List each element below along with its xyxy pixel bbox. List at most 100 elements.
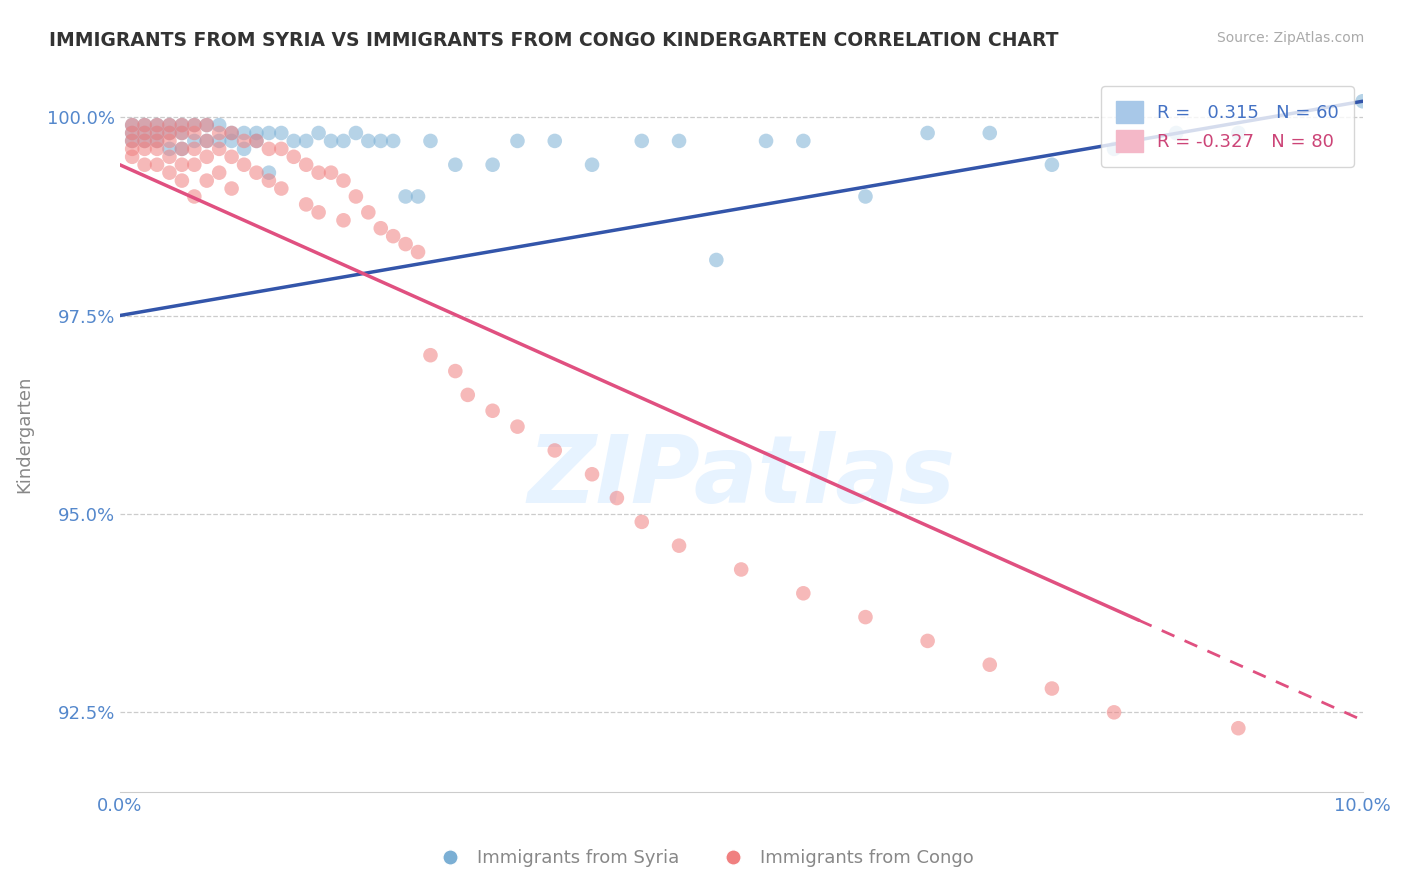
Point [257, 173, 280, 187]
Point [257, 142, 280, 156]
Point [394, 189, 416, 203]
Point [257, 126, 280, 140]
Point [170, 173, 193, 187]
Point [283, 134, 305, 148]
Point [730, 562, 752, 576]
Point [183, 189, 205, 203]
Point [121, 134, 143, 148]
Point [457, 388, 479, 402]
Point [159, 134, 181, 148]
Point [183, 142, 205, 156]
Point [183, 134, 205, 148]
Point [755, 134, 778, 148]
Point [308, 126, 330, 140]
Point [406, 245, 429, 260]
Point [134, 118, 156, 132]
Point [332, 134, 354, 148]
Point [183, 158, 205, 172]
Point [357, 205, 380, 219]
Point [121, 142, 143, 156]
Point [855, 189, 877, 203]
Legend: Immigrants from Syria, Immigrants from Congo: Immigrants from Syria, Immigrants from C… [425, 842, 981, 874]
Point [146, 126, 169, 140]
Point [245, 126, 267, 140]
Point [170, 118, 193, 132]
Point [344, 126, 367, 140]
Point [506, 419, 529, 434]
Text: Source: ZipAtlas.com: Source: ZipAtlas.com [1216, 31, 1364, 45]
Point [319, 134, 342, 148]
Point [146, 134, 169, 148]
Point [344, 189, 367, 203]
Point [382, 229, 405, 244]
Point [195, 134, 218, 148]
Point [1040, 681, 1063, 696]
Point [170, 126, 193, 140]
Point [1166, 126, 1188, 140]
Point [481, 158, 503, 172]
Point [270, 181, 292, 195]
Point [382, 134, 405, 148]
Point [245, 134, 267, 148]
Point [406, 189, 429, 203]
Point [704, 252, 727, 267]
Point [544, 443, 567, 458]
Point [308, 205, 330, 219]
Point [159, 166, 181, 180]
Point [134, 142, 156, 156]
Point [1351, 95, 1374, 109]
Point [121, 118, 143, 132]
Point [1102, 706, 1125, 720]
Point [1040, 158, 1063, 172]
Point [195, 118, 218, 132]
Point [319, 166, 342, 180]
Y-axis label: Kindergarten: Kindergarten [15, 376, 32, 493]
Point [221, 150, 243, 164]
Point [208, 142, 231, 156]
Point [370, 221, 392, 235]
Point [195, 150, 218, 164]
Point [195, 118, 218, 132]
Point [159, 150, 181, 164]
Point [357, 134, 380, 148]
Point [121, 126, 143, 140]
Point [208, 166, 231, 180]
Point [295, 134, 318, 148]
Point [332, 173, 354, 187]
Point [295, 197, 318, 211]
Point [121, 126, 143, 140]
Point [170, 142, 193, 156]
Point [159, 126, 181, 140]
Point [221, 181, 243, 195]
Point [146, 126, 169, 140]
Point [233, 134, 256, 148]
Point [208, 134, 231, 148]
Point [134, 126, 156, 140]
Point [270, 142, 292, 156]
Point [159, 118, 181, 132]
Point [134, 126, 156, 140]
Point [221, 134, 243, 148]
Point [170, 158, 193, 172]
Legend: R =   0.315   N = 60, R = -0.327   N = 80: R = 0.315 N = 60, R = -0.327 N = 80 [1101, 87, 1354, 167]
Point [979, 126, 1001, 140]
Point [159, 126, 181, 140]
Point [233, 126, 256, 140]
Point [146, 118, 169, 132]
Point [195, 173, 218, 187]
Point [134, 134, 156, 148]
Point [170, 142, 193, 156]
Point [444, 158, 467, 172]
Point [183, 118, 205, 132]
Point [159, 142, 181, 156]
Point [630, 134, 652, 148]
Point [370, 134, 392, 148]
Point [792, 134, 814, 148]
Point [308, 166, 330, 180]
Point [419, 134, 441, 148]
Text: IMMIGRANTS FROM SYRIA VS IMMIGRANTS FROM CONGO KINDERGARTEN CORRELATION CHART: IMMIGRANTS FROM SYRIA VS IMMIGRANTS FROM… [49, 31, 1059, 50]
Point [146, 134, 169, 148]
Point [917, 126, 939, 140]
Point [134, 158, 156, 172]
Point [134, 118, 156, 132]
